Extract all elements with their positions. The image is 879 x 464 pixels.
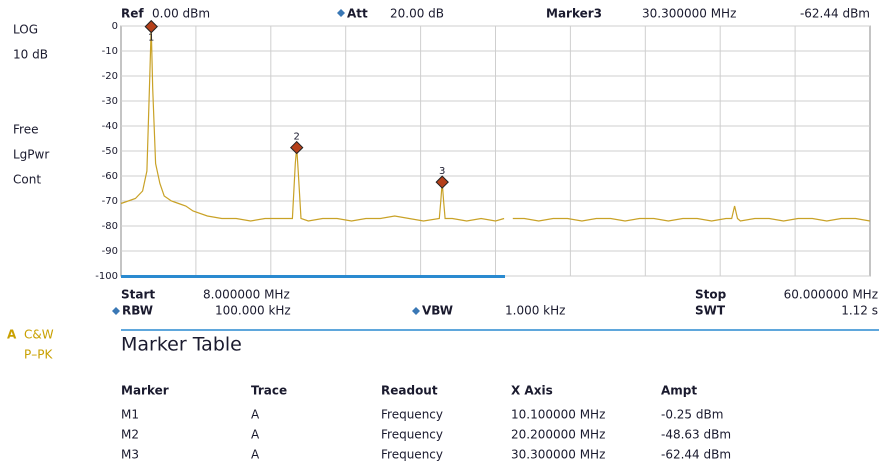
table-cell: M1 — [121, 408, 139, 422]
rbw-value: 100.000 kHz — [215, 304, 291, 318]
y-tick-label: -10 — [102, 46, 118, 57]
swt-value: 1.12 s — [841, 304, 878, 318]
table-cell: A — [251, 448, 260, 462]
table-cell: -48.63 dBm — [661, 428, 731, 442]
mode: Cont — [13, 173, 41, 187]
att-label: Att — [347, 7, 368, 21]
table-cell: A — [251, 428, 260, 442]
y-tick-label: -20 — [102, 71, 118, 82]
table-cell: -62.44 dBm — [661, 448, 731, 462]
y-tick-label: -60 — [102, 171, 118, 182]
y-tick-label: -90 — [102, 246, 118, 257]
sweep-bar — [121, 275, 505, 278]
diamond-icon — [412, 307, 420, 315]
y-tick-label: -80 — [102, 221, 118, 232]
y-tick-label: 0 — [112, 21, 118, 32]
marker-label: Marker3 — [546, 7, 602, 21]
table-cell: Frequency — [381, 428, 443, 442]
y-tick-label: -70 — [102, 196, 118, 207]
diamond-icon — [112, 307, 120, 315]
trace-id: A — [7, 328, 17, 342]
stop-label: Stop — [695, 288, 727, 302]
marker — [435, 175, 449, 189]
table-cell: -0.25 dBm — [661, 408, 723, 422]
scale: LOG — [13, 23, 38, 37]
ref-value: 0.00 dBm — [152, 7, 210, 21]
table-header: Ampt — [661, 384, 697, 398]
y-tick-label: -30 — [102, 96, 118, 107]
table-cell: A — [251, 408, 260, 422]
marker — [290, 140, 304, 155]
y-tick-label: -50 — [102, 146, 118, 157]
table-cell: M3 — [121, 448, 139, 462]
y-tick-label: -40 — [102, 121, 118, 132]
mode: Free — [13, 123, 38, 137]
marker-label: 2 — [294, 132, 300, 143]
trace — [120, 26, 871, 222]
table-cell: Frequency — [381, 448, 443, 462]
vbw-label: VBW — [422, 304, 453, 318]
table-header: X Axis — [511, 384, 553, 398]
marker — [144, 19, 158, 34]
table-cell: Frequency — [381, 408, 443, 422]
trace-mode: P–PK — [24, 348, 53, 362]
marker-ampt: -62.44 dBm — [800, 7, 870, 21]
table-header: Trace — [251, 384, 287, 398]
y-tick-label: -100 — [95, 271, 118, 282]
marker-freq: 30.300000 MHz — [642, 7, 736, 21]
table-cell: 20.200000 MHz — [511, 428, 605, 442]
mode: LgPwr — [13, 148, 49, 162]
att-value: 20.00 dB — [390, 7, 444, 21]
table-cell: 30.300000 MHz — [511, 448, 605, 462]
table-cell: 10.100000 MHz — [511, 408, 605, 422]
start-label: Start — [121, 288, 155, 302]
ref-label: Ref — [121, 7, 144, 21]
swt-label: SWT — [695, 304, 726, 318]
trace-mode: C&W — [24, 328, 54, 342]
table-cell: M2 — [121, 428, 139, 442]
div: 10 dB — [13, 48, 48, 62]
vbw-value: 1.000 kHz — [505, 304, 565, 318]
rbw-label: RBW — [122, 304, 153, 318]
table-header: Marker — [121, 384, 169, 398]
table-title: Marker Table — [121, 334, 242, 356]
diamond-icon — [337, 9, 345, 17]
stop-value: 60.000000 MHz — [784, 288, 878, 302]
start-value: 8.000000 MHz — [203, 288, 290, 302]
marker-label: 1 — [148, 33, 154, 44]
marker-label: 3 — [439, 166, 445, 177]
table-header: Readout — [381, 384, 438, 398]
